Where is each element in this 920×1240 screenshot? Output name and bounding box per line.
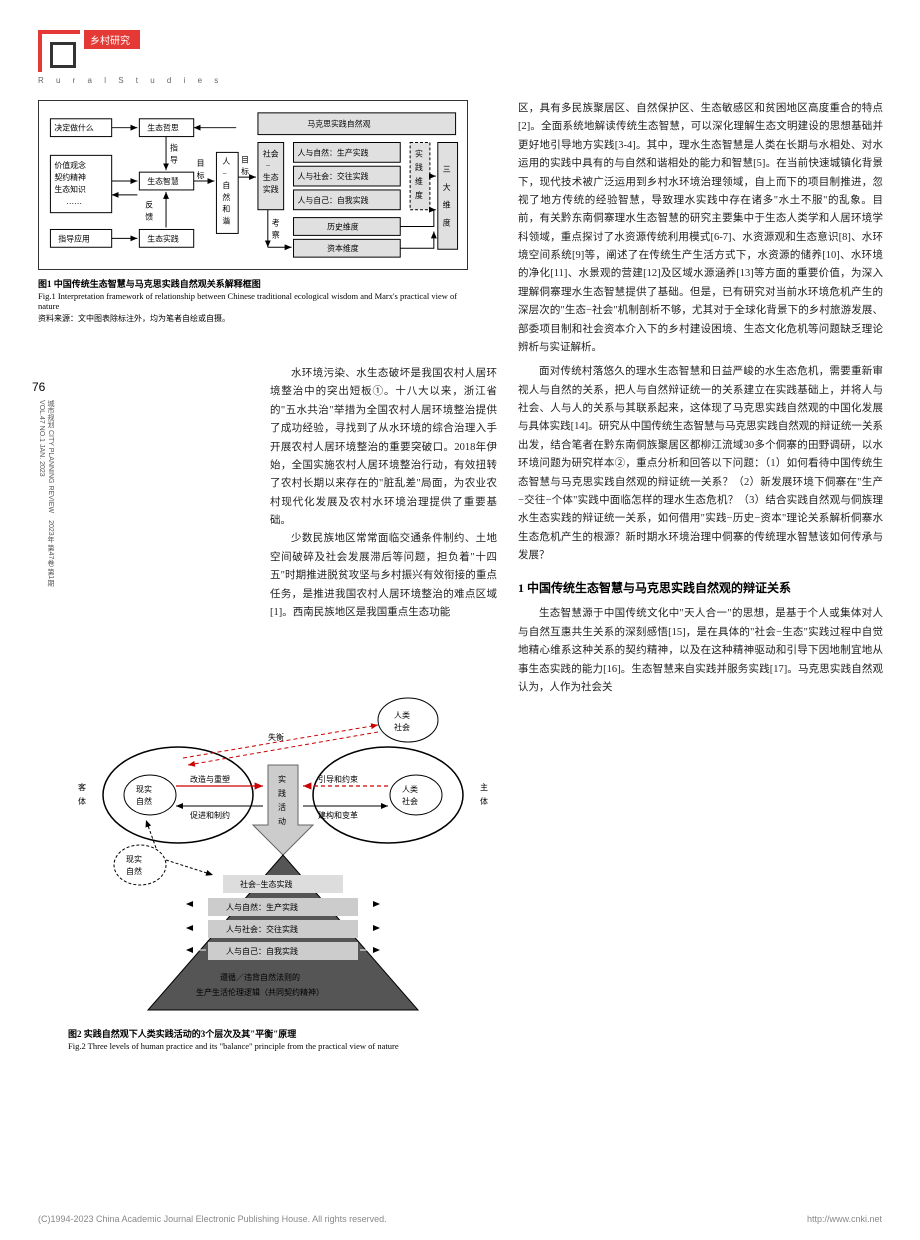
svg-text:人与自然：生产实践: 人与自然：生产实践 <box>226 902 298 912</box>
svg-text:社会: 社会 <box>394 722 410 732</box>
svg-text:谐: 谐 <box>222 216 230 226</box>
svg-text:目: 目 <box>197 159 205 168</box>
paragraph: 区，具有多民族聚居区、自然保护区、生态敏感区和贫困地区高度重合的特点[2]。全面… <box>518 100 883 357</box>
svg-text:决定做什么: 决定做什么 <box>54 123 94 133</box>
svg-text:度: 度 <box>415 190 423 200</box>
svg-text:生态哲思: 生态哲思 <box>147 123 179 133</box>
paragraph: 生态智慧源于中国传统文化中"天人合一"的思想，是基于个人或集体对人与自然互惠共生… <box>518 605 883 697</box>
figure-1: 决定做什么 生态哲思 马克思实践自然观 价值观念 契约精神 生态知识 …… 生态… <box>38 100 468 324</box>
svg-text:生态: 生态 <box>263 172 279 182</box>
svg-text:活: 活 <box>278 802 286 812</box>
svg-text:实: 实 <box>278 774 286 784</box>
svg-text:−: − <box>266 161 271 170</box>
svg-text:建构和变革: 建构和变革 <box>318 810 358 820</box>
svg-text:生态知识: 生态知识 <box>54 184 86 194</box>
figure-2: 人类 社会 客 体 现实 自然 现实 自然 主 体 人类 社会 实 践 活 动 <box>68 690 498 1051</box>
fig1-caption-cn: 图1 中国传统生态智慧与马克思实践自然观关系解释框图 <box>38 279 468 291</box>
copyright-text: (C)1994-2023 China Academic Journal Elec… <box>38 1214 387 1224</box>
svg-text:人与社会：交往实践: 人与社会：交往实践 <box>297 171 368 181</box>
fig1-caption-en: Fig.1 Interpretation framework of relati… <box>38 291 468 311</box>
svg-text:度: 度 <box>443 218 451 228</box>
svg-text:体: 体 <box>480 796 488 806</box>
svg-text:促进和制约: 促进和制约 <box>190 810 230 820</box>
svg-text:人与自己：自我实践: 人与自己：自我实践 <box>226 946 298 956</box>
svg-text:考: 考 <box>272 219 280 228</box>
svg-text:价值观念: 价值观念 <box>54 160 86 170</box>
svg-text:反: 反 <box>145 200 153 210</box>
svg-text:实践: 实践 <box>263 184 279 194</box>
svg-text:人与自己：自我实践: 人与自己：自我实践 <box>297 195 368 205</box>
svg-text:社会−生态实践: 社会−生态实践 <box>240 879 293 889</box>
svg-text:−: − <box>222 169 227 178</box>
svg-text:然: 然 <box>222 192 230 202</box>
svg-text:大: 大 <box>443 182 451 192</box>
svg-text:生产生活伦理逻辑（共同契约精神）: 生产生活伦理逻辑（共同契约精神） <box>196 987 324 997</box>
svg-text:主: 主 <box>480 782 488 792</box>
footer-url: http://www.cnki.net <box>807 1214 882 1224</box>
svg-text:动: 动 <box>278 816 286 826</box>
svg-text:历史维度: 历史维度 <box>327 221 359 231</box>
svg-text:自: 自 <box>222 180 230 190</box>
svg-text:生态实践: 生态实践 <box>147 233 179 243</box>
content-area: 决定做什么 生态哲思 马克思实践自然观 价值观念 契约精神 生态知识 …… 生态… <box>38 100 882 1200</box>
svg-text:人与自然：生产实践: 人与自然：生产实践 <box>297 147 368 157</box>
footer: (C)1994-2023 China Academic Journal Elec… <box>38 1214 882 1224</box>
svg-text:指: 指 <box>170 142 178 152</box>
svg-text:自然: 自然 <box>136 796 152 806</box>
svg-text:自然: 自然 <box>126 866 142 876</box>
fig1-source: 资料来源：文中图表除标注外，均为笔者自绘或自摄。 <box>38 313 468 324</box>
body-col-mid: 水环境污染、水生态破坏是我国农村人居环境整治中的突出短板①。十八大以来，浙江省的… <box>270 365 497 622</box>
fig2-caption-cn: 图2 实践自然观下人类实践活动的3个层次及其"平衡"原理 <box>68 1029 498 1041</box>
svg-text:现实: 现实 <box>126 854 142 864</box>
svg-text:人与社会：交往实践: 人与社会：交往实践 <box>226 924 298 934</box>
fig2-caption-en: Fig.2 Three levels of human practice and… <box>68 1041 498 1051</box>
svg-text:导: 导 <box>170 155 178 164</box>
svg-text:遵循／违背自然法则的: 遵循／违背自然法则的 <box>220 972 300 982</box>
svg-text:……: …… <box>66 197 82 206</box>
section-heading: 1 中国传统生态智慧与马克思实践自然观的辩证关系 <box>518 579 883 597</box>
svg-text:三: 三 <box>443 165 451 174</box>
header: 乡村研究 <box>38 30 140 72</box>
svg-text:现实: 现实 <box>136 784 152 794</box>
svg-text:和: 和 <box>222 205 230 214</box>
svg-text:目: 目 <box>241 155 249 164</box>
svg-text:契约精神: 契约精神 <box>54 172 86 182</box>
svg-text:客: 客 <box>78 782 86 792</box>
svg-text:马克思实践自然观: 马克思实践自然观 <box>307 119 370 129</box>
paragraph: 少数民族地区常常面临交通条件制约、土地空间破碎及社会发展滞后等问题，担负着"十四… <box>270 530 497 622</box>
svg-text:失衡: 失衡 <box>268 732 284 742</box>
svg-text:资本维度: 资本维度 <box>327 243 359 253</box>
svg-text:生态智慧: 生态智慧 <box>147 176 179 186</box>
page-number: 76 <box>32 380 45 394</box>
svg-text:体: 体 <box>78 796 86 806</box>
category-label: 乡村研究 <box>84 30 140 49</box>
svg-text:引导和约束: 引导和约束 <box>318 774 358 784</box>
svg-text:指导应用: 指导应用 <box>58 233 90 243</box>
svg-text:标: 标 <box>197 170 205 180</box>
svg-text:维: 维 <box>443 200 451 210</box>
svg-text:馈: 馈 <box>145 212 153 222</box>
svg-text:改造与重塑: 改造与重塑 <box>190 774 230 784</box>
svg-text:社会: 社会 <box>263 148 279 158</box>
svg-text:践: 践 <box>278 788 286 798</box>
svg-text:维: 维 <box>415 176 423 186</box>
body-col-right: 区，具有多民族聚居区、自然保护区、生态敏感区和贫困地区高度重合的特点[2]。全面… <box>518 100 883 697</box>
svg-text:实: 实 <box>415 148 423 158</box>
svg-text:社会: 社会 <box>402 796 418 806</box>
sidebar-issue: 城市规划 CITY PLANNING REVIEW 2023年 第47卷 第1期… <box>38 400 55 600</box>
svg-text:人类: 人类 <box>394 710 410 720</box>
svg-text:践: 践 <box>415 162 423 172</box>
paragraph: 面对传统村落悠久的理水生态智慧和日益严峻的水生态危机，需要重新审视人与自然的关系… <box>518 363 883 565</box>
svg-text:标: 标 <box>241 166 249 176</box>
logo-icon <box>38 30 80 72</box>
svg-text:人: 人 <box>222 157 230 166</box>
svg-text:察: 察 <box>272 229 280 239</box>
paragraph: 水环境污染、水生态破坏是我国农村人居环境整治中的突出短板①。十八大以来，浙江省的… <box>270 365 497 530</box>
category-label-en: R u r a l S t u d i e s <box>38 76 223 85</box>
svg-text:人类: 人类 <box>402 784 418 794</box>
